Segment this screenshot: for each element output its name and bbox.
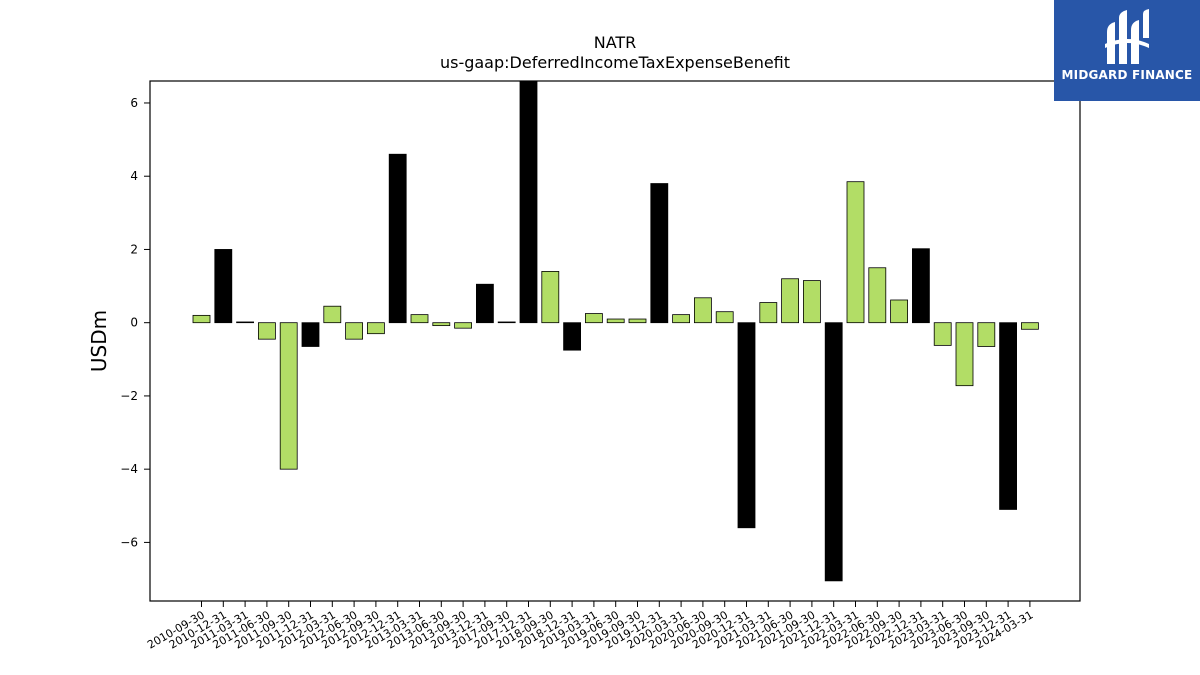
bar-2011-12-31 bbox=[301, 322, 320, 347]
bar-2023-06-30 bbox=[955, 322, 974, 387]
bar-2019-12-31 bbox=[650, 183, 669, 324]
bar-2011-06-30 bbox=[257, 322, 276, 340]
bar-2021-12-31 bbox=[824, 322, 843, 582]
bar-2010-12-31 bbox=[214, 249, 233, 324]
bar-2022-03-31 bbox=[846, 181, 865, 324]
bar-2017-09-30 bbox=[497, 321, 516, 324]
x-axis-ticks: 2010-09-302010-12-312011-03-312011-06-30… bbox=[145, 601, 1035, 652]
y-tick-label: 0 bbox=[130, 316, 138, 330]
bar-2020-12-31 bbox=[737, 322, 756, 529]
bar-2018-12-31 bbox=[563, 322, 581, 351]
bar-2010-09-30 bbox=[192, 314, 211, 324]
chart-subtitle: us-gaap:DeferredIncomeTaxExpenseBenefit bbox=[440, 53, 790, 72]
bar-2020-03-31 bbox=[672, 314, 690, 324]
bar-2021-06-30 bbox=[781, 278, 799, 324]
bar-2011-03-31 bbox=[236, 321, 255, 324]
bar-2020-06-30 bbox=[694, 297, 712, 324]
bar-2024-03-31 bbox=[1021, 322, 1039, 330]
brand-logo: MIDGARD FINANCE bbox=[1054, 0, 1200, 101]
bar-2012-09-30 bbox=[366, 322, 385, 335]
bar-2013-12-31 bbox=[475, 283, 494, 324]
y-axis-label: USDm bbox=[87, 310, 111, 372]
bar-2022-06-30 bbox=[868, 267, 887, 324]
y-tick-label: −2 bbox=[120, 389, 138, 403]
bar-2021-03-31 bbox=[759, 302, 778, 324]
y-tick-label: 6 bbox=[130, 96, 138, 110]
bars-group bbox=[192, 80, 1039, 582]
y-tick-label: −4 bbox=[120, 462, 138, 476]
y-tick-label: −6 bbox=[120, 535, 138, 549]
bar-2013-09-30 bbox=[454, 322, 473, 329]
plot-frame bbox=[149, 80, 1081, 602]
brand-mark-icon bbox=[1105, 9, 1149, 64]
bar-2019-03-31 bbox=[585, 313, 603, 324]
bar-2023-09-30 bbox=[977, 322, 996, 347]
chart-title: NATR bbox=[594, 33, 637, 52]
bar-2021-09-30 bbox=[803, 280, 821, 324]
bar-2012-12-31 bbox=[388, 153, 407, 324]
bar-2013-06-30 bbox=[432, 322, 451, 327]
y-axis-ticks: −6 −4 −2 0 2 4 6 bbox=[120, 96, 150, 549]
bar-2012-06-30 bbox=[345, 322, 364, 340]
bar-2020-09-30 bbox=[715, 311, 734, 324]
y-tick-label: 4 bbox=[130, 169, 138, 183]
bar-2022-12-31 bbox=[912, 248, 930, 324]
bar-2019-06-30 bbox=[606, 318, 625, 324]
bar-2012-03-31 bbox=[323, 305, 342, 324]
bar-2019-09-30 bbox=[628, 318, 647, 324]
bar-2013-03-31 bbox=[410, 314, 429, 324]
bar-2018-09-30 bbox=[541, 271, 560, 324]
bar-2022-09-30 bbox=[890, 299, 908, 324]
bar-2023-03-31 bbox=[933, 322, 952, 346]
bar-2017-12-31 bbox=[519, 80, 538, 324]
bar-2023-12-31 bbox=[999, 322, 1017, 510]
y-tick-label: 2 bbox=[130, 242, 138, 256]
brand-name: MIDGARD FINANCE bbox=[1061, 68, 1193, 82]
bar-2011-09-30 bbox=[279, 322, 298, 470]
